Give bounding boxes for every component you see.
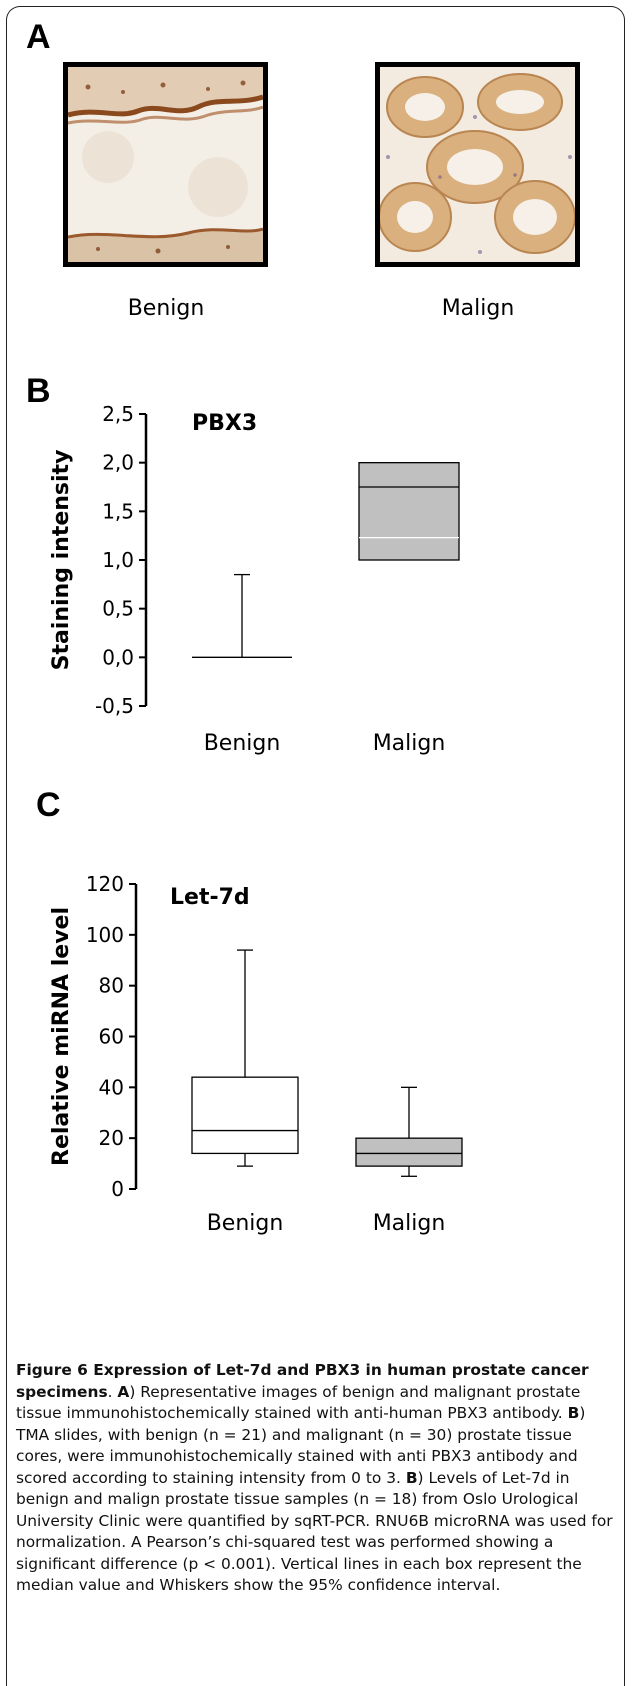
- y-tick-label: 60: [99, 1025, 124, 1049]
- category-label: Benign: [207, 1211, 284, 1236]
- micrograph-benign: [63, 62, 268, 267]
- y-tick-label: 80: [99, 974, 124, 998]
- y-tick-label: 20: [99, 1126, 124, 1150]
- category-label: Malign: [373, 1211, 446, 1236]
- y-tick-label: 40: [99, 1075, 124, 1099]
- box-malign: [355, 1137, 463, 1167]
- caption-b-text: ) TMA slides, with benign (n = 21) and m…: [16, 1404, 586, 1487]
- figure-frame: [6, 6, 625, 1686]
- y-tick-label: 1,5: [102, 499, 134, 523]
- category-label: Benign: [204, 731, 281, 756]
- box-malign: [358, 462, 460, 561]
- y-tick-label: 2,5: [102, 402, 134, 426]
- chart-title: Let-7d: [170, 885, 250, 910]
- micrograph-malign: [375, 62, 580, 267]
- y-tick-label: 0,0: [102, 645, 134, 669]
- y-tick-label: 120: [86, 872, 124, 896]
- caption-b2-text: ) Levels of Let-7d in benign and malign …: [16, 1468, 613, 1595]
- caption-a-label: A: [117, 1382, 130, 1401]
- chart-let7d: 0 20 40 60 80 100 120 Relative miRNA level Let-7…: [49, 872, 463, 1236]
- caption-a-text: ) Representative images of benign and ma…: [16, 1382, 581, 1423]
- caption-b-label: B: [567, 1404, 580, 1422]
- y-tick-label: 0: [111, 1177, 124, 1201]
- figure-caption: Figure 6 Expression of Let-7d and PBX3 i…: [16, 1360, 614, 1597]
- caption-heading: Figure 6 Expression of Let-7d and PBX3 i…: [16, 1361, 589, 1401]
- image-label-benign: Benign: [127, 296, 205, 321]
- y-axis-label: Staining intensity: [49, 450, 74, 671]
- y-tick-label: -0,5: [95, 694, 134, 718]
- y-tick-label: 2,0: [102, 451, 134, 475]
- caption-b2-label: B: [405, 1468, 418, 1487]
- category-label: Malign: [373, 731, 446, 756]
- chart-title: PBX3: [192, 411, 257, 436]
- y-tick-label: 0,5: [102, 597, 134, 621]
- panel-letter-a: A: [26, 18, 51, 56]
- chart-pbx3: -0,5 0,0 0,5 1,0 1,5 2,0 2,5 Staining intensity…: [49, 402, 460, 756]
- caption-heading-end: .: [107, 1382, 113, 1401]
- panel-letter-c: C: [36, 786, 61, 824]
- y-tick-label: 1,0: [102, 548, 134, 572]
- box-benign: [191, 1076, 299, 1155]
- panel-letter-b: B: [26, 372, 51, 410]
- y-axis-label: Relative miRNA level: [49, 907, 74, 1166]
- image-label-malign: Malign: [441, 296, 515, 321]
- y-tick-label: 100: [86, 923, 124, 947]
